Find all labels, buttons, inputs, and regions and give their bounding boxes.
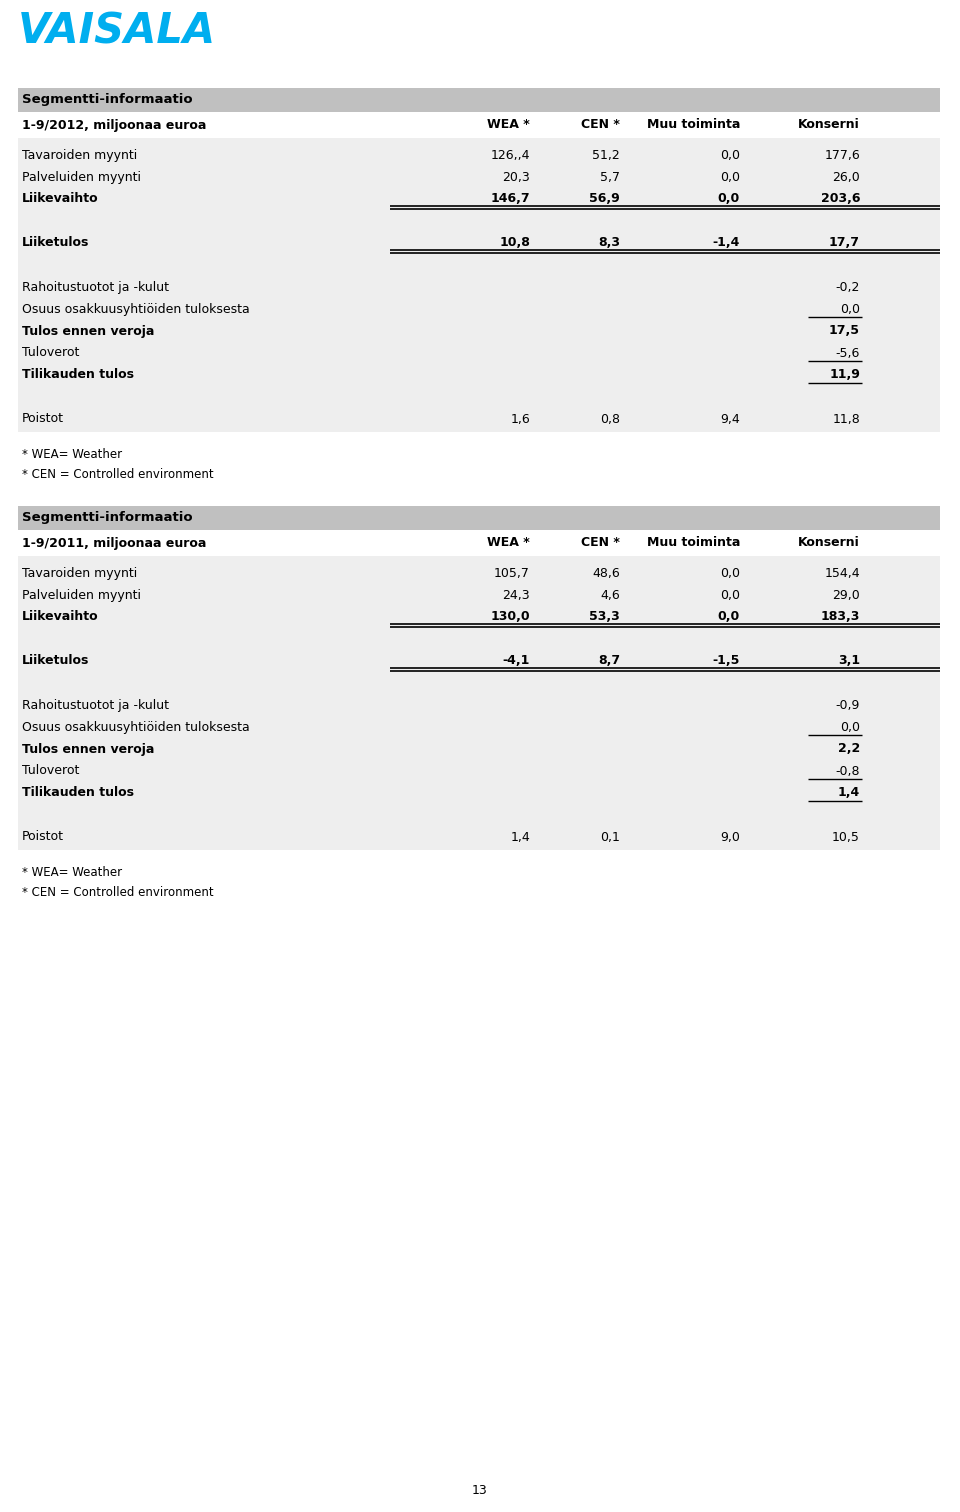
Text: 20,3: 20,3 <box>502 171 530 183</box>
Text: 0,8: 0,8 <box>600 413 620 425</box>
Text: 177,6: 177,6 <box>825 148 860 162</box>
Text: Osuus osakkuusyhtiöiden tuloksesta: Osuus osakkuusyhtiöiden tuloksesta <box>22 721 250 733</box>
Text: 9,4: 9,4 <box>720 413 740 425</box>
Text: Muu toiminta: Muu toiminta <box>647 537 740 549</box>
Text: * CEN = Controlled environment: * CEN = Controlled environment <box>22 469 214 481</box>
Text: Tilikauden tulos: Tilikauden tulos <box>22 369 134 381</box>
Bar <box>18 531 940 556</box>
Text: 48,6: 48,6 <box>592 567 620 579</box>
Text: 56,9: 56,9 <box>589 192 620 206</box>
Text: 29,0: 29,0 <box>832 588 860 602</box>
Text: 2,2: 2,2 <box>838 742 860 756</box>
Text: 1,4: 1,4 <box>838 786 860 800</box>
Text: -5,6: -5,6 <box>835 346 860 360</box>
Text: Konserni: Konserni <box>799 537 860 549</box>
Text: 0,0: 0,0 <box>720 148 740 162</box>
Text: Liikevaihto: Liikevaihto <box>22 611 99 623</box>
Text: Liiketulos: Liiketulos <box>22 655 89 667</box>
Text: 0,1: 0,1 <box>600 830 620 844</box>
Text: Poistot: Poistot <box>22 830 64 844</box>
Text: 8,3: 8,3 <box>598 236 620 249</box>
Text: 10,5: 10,5 <box>832 830 860 844</box>
Text: 0,0: 0,0 <box>720 171 740 183</box>
Text: -1,4: -1,4 <box>712 236 740 249</box>
Text: * WEA= Weather: * WEA= Weather <box>22 448 122 461</box>
Text: Palveluiden myynti: Palveluiden myynti <box>22 588 141 602</box>
Text: Tilikauden tulos: Tilikauden tulos <box>22 786 134 800</box>
Bar <box>18 112 940 138</box>
Text: Tavaroiden myynti: Tavaroiden myynti <box>22 148 137 162</box>
Text: Muu toiminta: Muu toiminta <box>647 118 740 132</box>
Text: 5,7: 5,7 <box>600 171 620 183</box>
Text: -0,2: -0,2 <box>835 281 860 293</box>
Text: Tuloverot: Tuloverot <box>22 346 80 360</box>
Text: 0,0: 0,0 <box>720 567 740 579</box>
Text: WEA *: WEA * <box>488 118 530 132</box>
Text: 203,6: 203,6 <box>821 192 860 206</box>
Text: VAISALA: VAISALA <box>18 11 216 51</box>
Text: 0,0: 0,0 <box>840 721 860 733</box>
Text: 17,5: 17,5 <box>829 325 860 337</box>
Text: 51,2: 51,2 <box>592 148 620 162</box>
Text: Rahoitustuotot ja -kulut: Rahoitustuotot ja -kulut <box>22 699 169 712</box>
Text: -0,8: -0,8 <box>835 765 860 777</box>
Text: * CEN = Controlled environment: * CEN = Controlled environment <box>22 886 214 900</box>
Text: Liiketulos: Liiketulos <box>22 236 89 249</box>
Text: -0,9: -0,9 <box>835 699 860 712</box>
Text: Konserni: Konserni <box>799 118 860 132</box>
Text: 0,0: 0,0 <box>718 611 740 623</box>
Text: 1,6: 1,6 <box>511 413 530 425</box>
Text: 8,7: 8,7 <box>598 655 620 667</box>
Text: 0,0: 0,0 <box>718 192 740 206</box>
Text: 183,3: 183,3 <box>821 611 860 623</box>
Text: WEA *: WEA * <box>488 537 530 549</box>
Text: Tulos ennen veroja: Tulos ennen veroja <box>22 325 155 337</box>
Text: 1,4: 1,4 <box>511 830 530 844</box>
Text: Osuus osakkuusyhtiöiden tuloksesta: Osuus osakkuusyhtiöiden tuloksesta <box>22 302 250 316</box>
Text: 17,7: 17,7 <box>829 236 860 249</box>
Bar <box>18 507 940 531</box>
Text: 0,0: 0,0 <box>840 302 860 316</box>
Text: CEN *: CEN * <box>581 537 620 549</box>
Text: 11,8: 11,8 <box>832 413 860 425</box>
Text: Poistot: Poistot <box>22 413 64 425</box>
Bar <box>18 556 940 850</box>
Bar <box>18 88 940 112</box>
Text: 13: 13 <box>472 1483 488 1497</box>
Text: Rahoitustuotot ja -kulut: Rahoitustuotot ja -kulut <box>22 281 169 293</box>
Text: 1-9/2011, miljoonaa euroa: 1-9/2011, miljoonaa euroa <box>22 537 206 549</box>
Text: 11,9: 11,9 <box>829 369 860 381</box>
Text: Palveluiden myynti: Palveluiden myynti <box>22 171 141 183</box>
Text: Tavaroiden myynti: Tavaroiden myynti <box>22 567 137 579</box>
Text: CEN *: CEN * <box>581 118 620 132</box>
Text: 10,8: 10,8 <box>499 236 530 249</box>
Text: Liikevaihto: Liikevaihto <box>22 192 99 206</box>
Text: 3,1: 3,1 <box>838 655 860 667</box>
Text: 24,3: 24,3 <box>502 588 530 602</box>
Text: 26,0: 26,0 <box>832 171 860 183</box>
Text: 9,0: 9,0 <box>720 830 740 844</box>
Text: Tuloverot: Tuloverot <box>22 765 80 777</box>
Text: Tulos ennen veroja: Tulos ennen veroja <box>22 742 155 756</box>
Text: * WEA= Weather: * WEA= Weather <box>22 866 122 878</box>
Text: Segmentti-informaatio: Segmentti-informaatio <box>22 94 193 106</box>
Text: 130,0: 130,0 <box>491 611 530 623</box>
Text: 154,4: 154,4 <box>825 567 860 579</box>
Text: -1,5: -1,5 <box>712 655 740 667</box>
Text: 146,7: 146,7 <box>491 192 530 206</box>
Text: 105,7: 105,7 <box>494 567 530 579</box>
Text: 0,0: 0,0 <box>720 588 740 602</box>
Text: 53,3: 53,3 <box>589 611 620 623</box>
Text: 126,,4: 126,,4 <box>491 148 530 162</box>
Text: -4,1: -4,1 <box>503 655 530 667</box>
Text: 4,6: 4,6 <box>600 588 620 602</box>
Text: 1-9/2012, miljoonaa euroa: 1-9/2012, miljoonaa euroa <box>22 118 206 132</box>
Bar <box>18 138 940 432</box>
Text: Segmentti-informaatio: Segmentti-informaatio <box>22 511 193 525</box>
